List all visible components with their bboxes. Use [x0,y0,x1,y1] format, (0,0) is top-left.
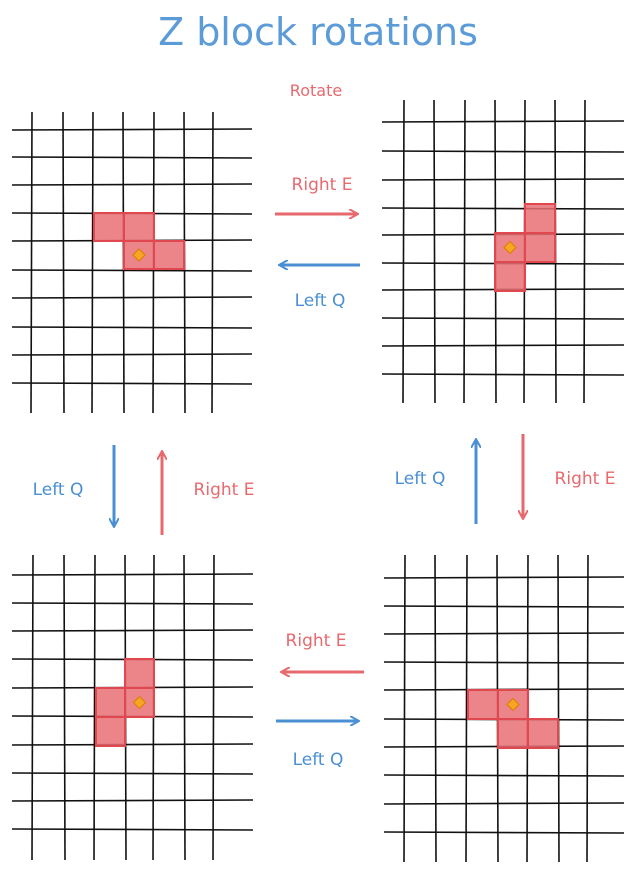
grid-line-horizontal [11,296,253,299]
grid-line-horizontal [11,573,254,576]
z-block-rotation-90 [494,203,556,292]
grid-line-horizontal [11,602,254,605]
grid-line-vertical [91,111,94,414]
z-block-rotation-0 [93,212,185,270]
grid-line-vertical [30,111,33,414]
grid-line-vertical [583,99,586,404]
label-left-up: Right E [194,480,255,500]
rotate-label: Rotate [290,81,342,100]
block-cell [497,718,529,749]
grid-line-vertical [465,554,468,863]
grid-rotation-180 [383,554,625,863]
grid-line-horizontal [381,207,625,210]
label-right-down: Right E [555,469,616,489]
block-cell [524,203,556,234]
pivot-diamond-icon [132,248,146,262]
grid-line-horizontal [383,802,625,805]
grid-line-vertical [403,554,406,863]
grid-line-horizontal [383,774,625,777]
grid-line-vertical [31,554,34,861]
pivot-diamond-icon [503,240,517,255]
grid-line-vertical [211,111,214,414]
grid-rotation-270 [11,554,254,861]
grid-line-horizontal [381,317,625,320]
grid-line-vertical [402,99,405,404]
z-block-rotation-270 [95,658,155,747]
grid-line-vertical [433,99,436,404]
grid-line-horizontal [11,629,254,632]
label-right-up: Left Q [395,469,446,489]
grid-line-vertical [434,554,437,863]
block-cell [467,689,499,720]
block-cell [527,718,559,749]
grid-line-horizontal [11,799,254,802]
block-cell [95,716,126,747]
block-cell [123,212,155,242]
pivot-diamond-icon [132,695,147,710]
block-cell [494,261,526,292]
grid-line-vertical [93,554,96,861]
grid-line-horizontal [383,576,625,579]
grid-line-vertical [63,554,66,861]
z-block-rotation-180 [467,689,559,749]
grid-line-horizontal [11,828,254,831]
grid-line-horizontal [11,353,253,356]
grid-line-vertical [557,554,560,863]
label-bottom-right: Right E [286,631,347,651]
grid-line-vertical [463,99,466,404]
block-cell [124,658,155,689]
grid-line-horizontal [381,178,625,181]
grid-line-horizontal [383,661,625,664]
grid-line-horizontal [11,183,253,186]
grid-line-horizontal [11,128,253,131]
label-top-right: Right E [292,175,353,195]
grid-line-horizontal [381,373,625,376]
block-cell [153,240,185,270]
pivot-diamond-icon [506,697,520,712]
grid-line-horizontal [11,326,253,329]
grid-line-vertical [212,554,215,861]
block-cell [95,687,126,718]
grid-line-horizontal [11,772,254,775]
grid-line-vertical [586,554,589,863]
grid-line-vertical [183,554,186,861]
grid-line-horizontal [381,120,625,123]
grid-line-horizontal [383,632,625,635]
grid-line-vertical [62,111,65,414]
block-cell [524,232,556,263]
label-top-left: Left Q [295,291,346,311]
grid-line-horizontal [383,605,625,608]
block-cell [93,212,125,242]
grid-line-horizontal [11,743,254,746]
grid-line-horizontal [381,150,625,153]
label-left-down: Left Q [33,480,84,500]
grid-line-horizontal [11,156,253,159]
grid-line-horizontal [381,344,625,347]
grid-line-horizontal [11,269,253,272]
grid-line-horizontal [11,382,253,385]
grid-line-horizontal [383,831,625,834]
diagram-title: Z block rotations [158,10,478,54]
label-bottom-left: Left Q [293,750,344,770]
